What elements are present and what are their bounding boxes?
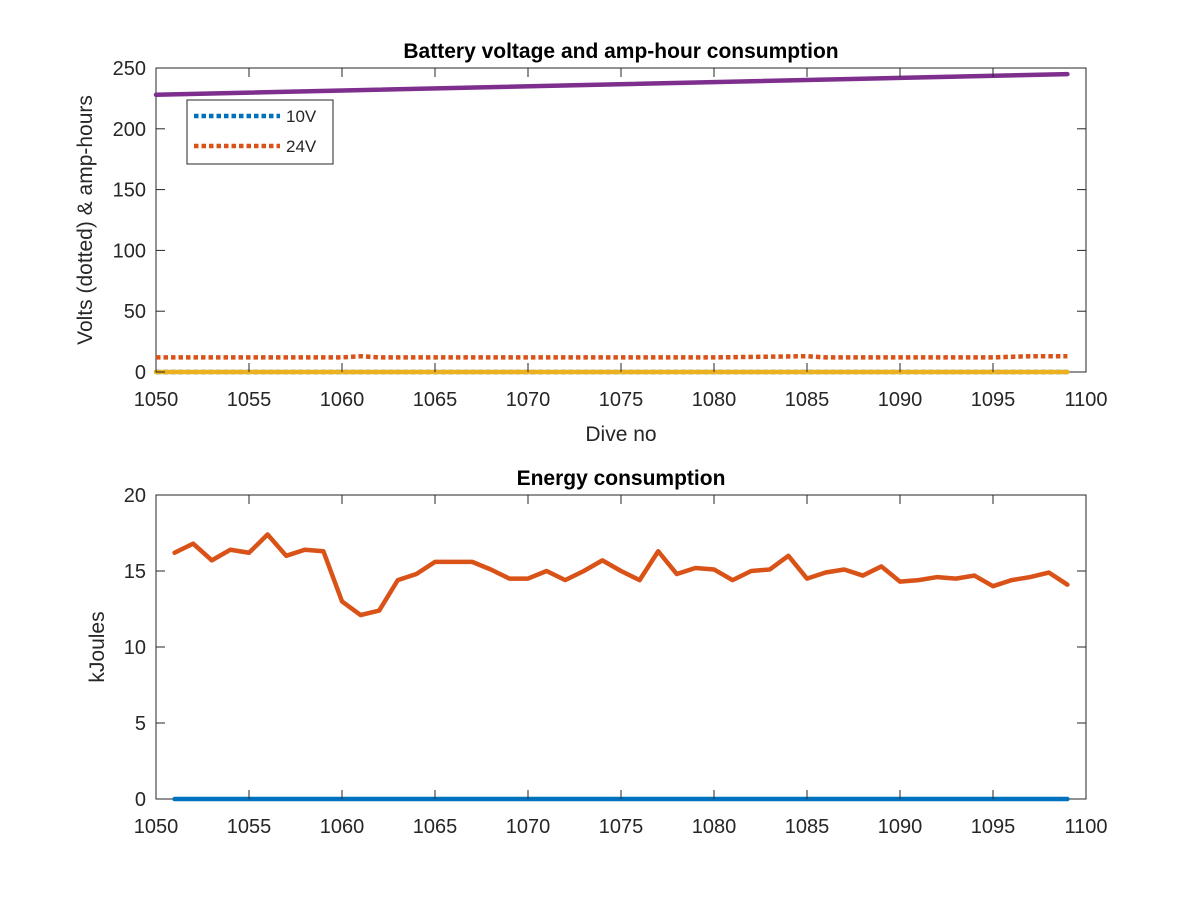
energy-x-tick-label: 1090 [878, 816, 923, 838]
battery-x-tick-label: 1075 [599, 389, 644, 411]
battery-x-tick-label: 1095 [971, 389, 1016, 411]
energy-series-1-line [172, 532, 1070, 618]
battery-series-3-line [153, 71, 1070, 97]
battery-series-24v-line [156, 353, 1068, 360]
energy-x-tick-label: 1070 [506, 816, 551, 838]
energy-y-tick-label: 5 [135, 713, 146, 735]
battery-x-tick-label: 1100 [1064, 389, 1107, 411]
battery-x-tick-label: 1090 [878, 389, 923, 411]
battery-chart-title: Battery voltage and amp-hour consumption [403, 40, 838, 63]
battery-x-axis-label: Dive no [585, 423, 656, 446]
energy-ticks-layer: 1050 1055 1060 1065 1070 1075 1080 1085 1090 1095… [124, 485, 1108, 838]
battery-x-tick-label: 1080 [692, 389, 737, 411]
energy-chart: 1050 1055 1060 1065 1070 1075 1080 1085 1090 1095… [86, 467, 1108, 838]
battery-legend: 10V 24V [186, 99, 334, 165]
battery-y-tick-label: 250 [113, 58, 146, 80]
energy-y-axis-label: kJoules [86, 611, 109, 682]
battery-x-tick-label: 1060 [320, 389, 365, 411]
energy-x-tick-label: 1085 [785, 816, 830, 838]
energy-x-tick-label: 1065 [413, 816, 458, 838]
energy-y-tick-label: 0 [135, 789, 146, 811]
energy-x-tick-label: 1095 [971, 816, 1016, 838]
energy-x-tick-label: 1055 [227, 816, 272, 838]
battery-x-tick-label: 1065 [413, 389, 458, 411]
energy-x-tick-label: 1075 [599, 816, 644, 838]
battery-x-tick-label: 1055 [227, 389, 272, 411]
energy-chart-title: Energy consumption [517, 467, 726, 490]
energy-x-tick-label: 1060 [320, 816, 365, 838]
energy-y-tick-label: 10 [124, 637, 146, 659]
energy-x-tick-label: 1050 [134, 816, 179, 838]
battery-chart: 1050 1055 1060 1065 1070 1075 1080 1085 1090 1095… [74, 40, 1108, 446]
legend-10v-label: 10V [286, 107, 317, 126]
energy-plot-area [155, 494, 1087, 800]
battery-y-tick-label: 200 [113, 119, 146, 141]
battery-y-tick-label: 0 [135, 362, 146, 384]
battery-y-tick-label: 100 [113, 240, 146, 262]
battery-y-axis-label: Volts (dotted) & amp-hours [74, 95, 97, 345]
battery-series-layer [153, 71, 1070, 375]
battery-x-tick-label: 1050 [134, 389, 179, 411]
legend-24v-label: 24V [286, 137, 317, 156]
legend-box [186, 99, 334, 165]
battery-y-tick-label: 150 [113, 180, 146, 202]
battery-x-tick-label: 1070 [506, 389, 551, 411]
battery-x-tick-label: 1085 [785, 389, 830, 411]
battery-y-tick-label: 50 [124, 301, 146, 323]
energy-y-tick-label: 20 [124, 485, 146, 507]
energy-x-tick-label: 1080 [692, 816, 737, 838]
energy-y-tick-label: 15 [124, 561, 146, 583]
battery-ticks-layer: 1050 1055 1060 1065 1070 1075 1080 1085 1090 1095… [113, 58, 1108, 411]
energy-x-tick-label: 1100 [1064, 816, 1107, 838]
